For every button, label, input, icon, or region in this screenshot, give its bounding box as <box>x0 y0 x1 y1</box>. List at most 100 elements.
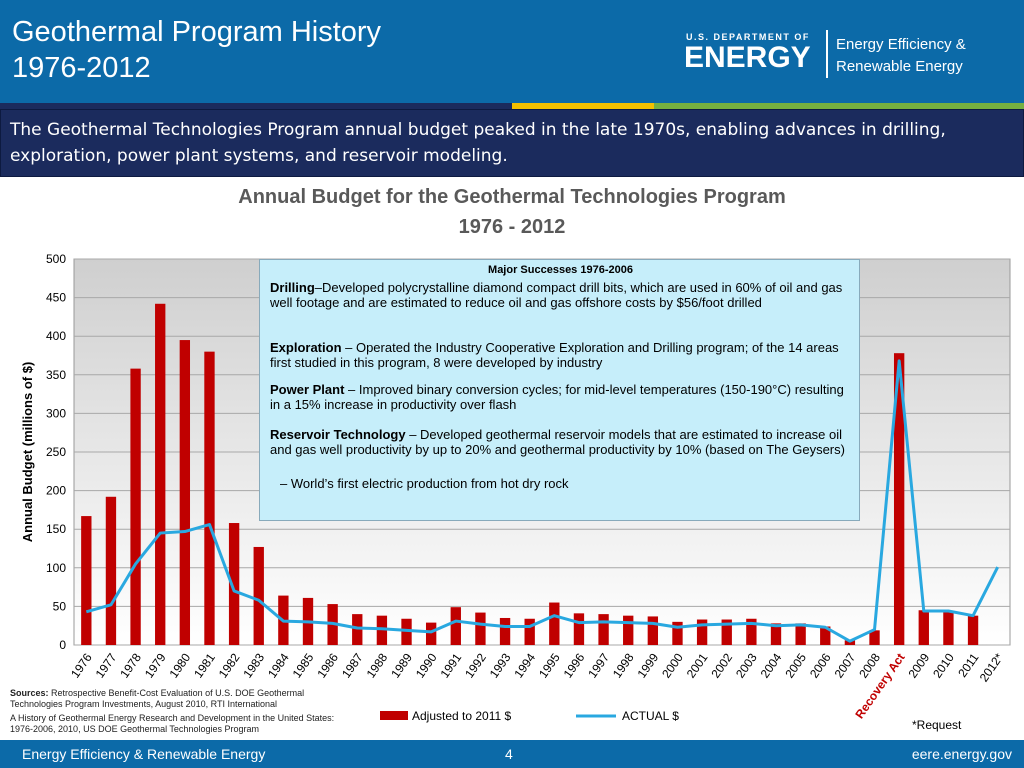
legend-label-adjusted: Adjusted to 2011 $ <box>412 709 512 723</box>
x-tick-label: 1990 <box>413 650 440 680</box>
success-text: – Developed geothermal reservoir models … <box>270 427 845 457</box>
x-tick-label: 2012* <box>977 650 1007 684</box>
major-successes-panel: Major Successes 1976-2006 Drilling–Devel… <box>259 259 860 521</box>
y-tick-label: 200 <box>46 484 66 498</box>
success-term: Exploration <box>270 340 342 355</box>
y-tick-label: 100 <box>46 561 66 575</box>
y-tick-label: 450 <box>46 291 66 305</box>
bar <box>672 621 683 645</box>
page-title: Geothermal Program History 1976-2012 <box>12 16 382 84</box>
bar <box>623 615 634 645</box>
bar <box>795 623 806 645</box>
success-text: – World’s first electric production from… <box>280 476 569 491</box>
x-tick-label: 2007 <box>832 650 859 680</box>
x-tick-label: 1992 <box>462 650 489 680</box>
success-item-reservoir: Reservoir Technology – Developed geother… <box>270 427 850 457</box>
y-tick-label: 400 <box>46 329 66 343</box>
y-tick-label: 50 <box>53 599 67 613</box>
success-term: Power Plant <box>270 382 345 397</box>
bar <box>746 618 757 645</box>
success-item-exploration: Exploration – Operated the Industry Coop… <box>270 340 850 370</box>
bar <box>598 614 609 645</box>
footer-office: Energy Efficiency & Renewable Energy <box>22 746 266 762</box>
x-tick-label: 1977 <box>93 650 120 680</box>
x-tick-label: 2010 <box>930 650 957 680</box>
bar <box>155 303 166 645</box>
bar <box>573 613 585 645</box>
bar <box>179 340 191 645</box>
sources-note: Sources: Retrospective Benefit-Cost Eval… <box>10 688 340 735</box>
y-tick-label: 300 <box>46 406 66 420</box>
bar <box>893 353 905 645</box>
success-text: – Operated the Industry Cooperative Expl… <box>270 340 839 370</box>
y-tick-label: 250 <box>46 445 66 459</box>
success-text: – Improved binary conversion cycles; for… <box>270 382 844 412</box>
x-tick-label: 1985 <box>290 650 317 680</box>
x-tick-label: 1981 <box>191 650 218 680</box>
y-tick-label: 0 <box>59 638 66 652</box>
x-tick-label: 1986 <box>314 650 341 680</box>
success-text: –Developed polycrystalline diamond compa… <box>270 280 843 310</box>
x-tick-label: 1979 <box>142 650 169 680</box>
bar <box>475 612 486 645</box>
x-tick-label: 1983 <box>240 650 267 680</box>
x-tick-label: 1999 <box>635 650 662 680</box>
x-tick-label: 1987 <box>339 650 366 680</box>
logo-energy-text: ENERGY <box>684 41 811 74</box>
bar <box>549 602 560 645</box>
x-tick-label: 1998 <box>610 650 637 680</box>
x-tick-label: 1995 <box>536 650 563 680</box>
x-tick-label: 1978 <box>117 650 144 680</box>
logo-department-text: U.S. DEPARTMENT OF <box>686 32 810 42</box>
x-tick-label: 1994 <box>511 650 538 680</box>
stripe-green <box>654 103 1024 109</box>
bar <box>844 640 856 645</box>
bar <box>696 619 708 645</box>
footer-bar <box>0 740 1024 768</box>
x-tick-label: 2000 <box>659 650 686 680</box>
panel-heading: Major Successes 1976-2006 <box>488 264 633 276</box>
footer-website: eere.energy.gov <box>911 746 1012 762</box>
bar <box>401 618 412 645</box>
chart-title: Annual Budget for the Geothermal Technol… <box>238 186 786 208</box>
bar <box>105 496 117 645</box>
bar <box>647 616 659 645</box>
logo-divider <box>826 30 828 78</box>
x-tick-label: 2006 <box>807 650 834 680</box>
x-tick-label: 2005 <box>782 650 809 680</box>
x-tick-label: 1984 <box>265 650 292 680</box>
bar <box>918 610 929 645</box>
page-number: 4 <box>505 746 513 762</box>
x-tick-label: 2002 <box>708 650 735 680</box>
bar <box>524 618 535 645</box>
request-note: *Request <box>912 718 962 732</box>
source-1: Sources: Retrospective Benefit-Cost Eval… <box>10 688 340 710</box>
source-1-text: Retrospective Benefit-Cost Evaluation of… <box>10 688 305 709</box>
y-tick-label: 350 <box>46 368 66 382</box>
bar <box>81 516 92 645</box>
summary-box <box>0 109 1024 177</box>
bar <box>499 617 511 645</box>
bar <box>967 615 979 645</box>
y-tick-label: 150 <box>46 522 66 536</box>
logo-office-text: Energy Efficiency & Renewable Energy <box>836 36 966 75</box>
bar <box>869 630 880 645</box>
stripe-navy <box>0 103 512 109</box>
bar <box>228 523 240 645</box>
bar <box>253 546 264 645</box>
x-tick-label: 1993 <box>487 650 514 680</box>
sources-label: Sources: <box>10 688 49 698</box>
bar <box>450 607 461 645</box>
x-tick-label: 1996 <box>561 650 588 680</box>
bar <box>820 626 831 645</box>
success-term: Drilling <box>270 280 315 295</box>
header-bar <box>0 0 1024 103</box>
x-tick-label: 1982 <box>216 650 243 680</box>
legend-swatch-bar <box>380 711 408 720</box>
bar <box>204 351 215 645</box>
y-tick-label: 500 <box>46 252 66 266</box>
success-item-power-plant: Power Plant – Improved binary conversion… <box>270 382 850 412</box>
bar <box>943 611 954 645</box>
x-tick-label: 1988 <box>364 650 391 680</box>
summary-text: The Geothermal Technologies Program annu… <box>10 120 946 166</box>
